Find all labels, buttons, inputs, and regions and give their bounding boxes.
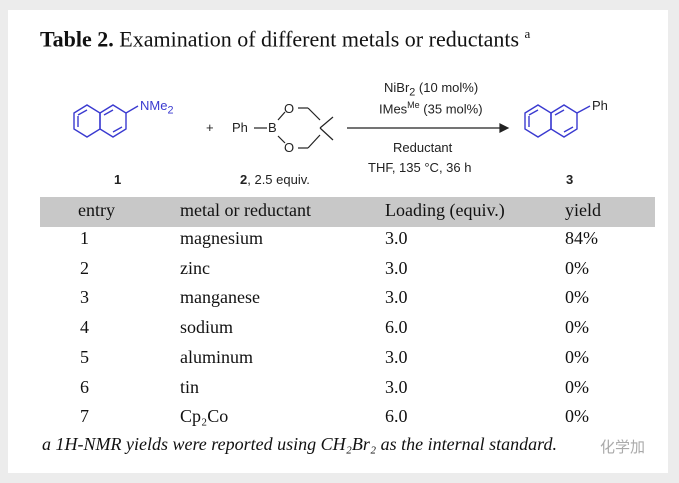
table-cell: 0% [565, 376, 589, 397]
table-cell: zinc [180, 257, 210, 278]
table-cell: 0% [565, 317, 589, 338]
table-cell: 3 [80, 287, 89, 308]
compound-1-number: 1 [114, 172, 122, 187]
table-title: Table 2. Examination of different metals… [40, 26, 531, 52]
condition-solvent-temp: THF, 135 °C, 36 h [368, 160, 472, 175]
table-cell: 7 [80, 406, 89, 427]
reaction-arrow [347, 123, 510, 133]
table-cell: 6.0 [385, 317, 408, 338]
table-cell: manganese [180, 287, 260, 308]
header-metal: metal or reductant [180, 200, 311, 220]
table-cell: 3.0 [385, 346, 408, 367]
oxygen-bottom: O [284, 140, 295, 155]
plus-sign: + [206, 120, 214, 135]
table-cell: tin [180, 376, 200, 397]
nme2-label: NMe2 [140, 98, 174, 117]
oxygen-top: O [284, 101, 295, 116]
table-cell: Cp₂Co [180, 406, 229, 427]
boronate-ring [254, 107, 334, 149]
table-cell: magnesium [180, 228, 263, 248]
ph-label: Ph [232, 120, 248, 135]
table-cell: aluminum [180, 346, 253, 367]
naphthalene-product [524, 104, 591, 138]
table-cell: 5 [80, 346, 89, 367]
reaction-scheme [73, 104, 591, 149]
table-cell: 6.0 [385, 406, 408, 427]
table-cell: 0% [565, 406, 589, 427]
condition-catalyst: NiBr2 (10 mol%) [384, 80, 479, 99]
header-entry: entry [78, 200, 115, 220]
table-cell: 3.0 [385, 287, 408, 308]
table-cell: 3.0 [385, 376, 408, 397]
header-yield: yield [565, 200, 601, 220]
product-ph-label: Ph [592, 98, 608, 113]
table-cell: 0% [565, 257, 589, 278]
condition-reductant: Reductant [393, 140, 453, 155]
table-cell: 0% [565, 346, 589, 367]
table-cell: 84% [565, 228, 598, 248]
header-loading: Loading (equiv.) [385, 200, 505, 220]
watermark: 化学加 [600, 438, 646, 456]
table-cell: 3.0 [385, 257, 408, 278]
document-card [8, 10, 668, 473]
table-cell: 2 [80, 257, 89, 278]
compound-2-label: 2, 2.5 equiv. [240, 172, 310, 187]
table-cell: 6 [80, 376, 89, 397]
table-cell: 3.0 [385, 228, 408, 248]
compound-3-number: 3 [566, 172, 574, 187]
table-cell: 4 [80, 317, 89, 338]
table-cell: sodium [180, 317, 234, 338]
table-cell: 1 [80, 228, 89, 248]
condition-ligand: IMesMe (35 mol%) [379, 100, 483, 117]
footnote: a 1H-NMR yields were reported using CH₂B… [42, 434, 557, 454]
boron-label: B [268, 120, 277, 135]
table-header [40, 197, 655, 227]
table-cell: 0% [565, 287, 589, 308]
naphthalene-reactant [73, 104, 139, 138]
